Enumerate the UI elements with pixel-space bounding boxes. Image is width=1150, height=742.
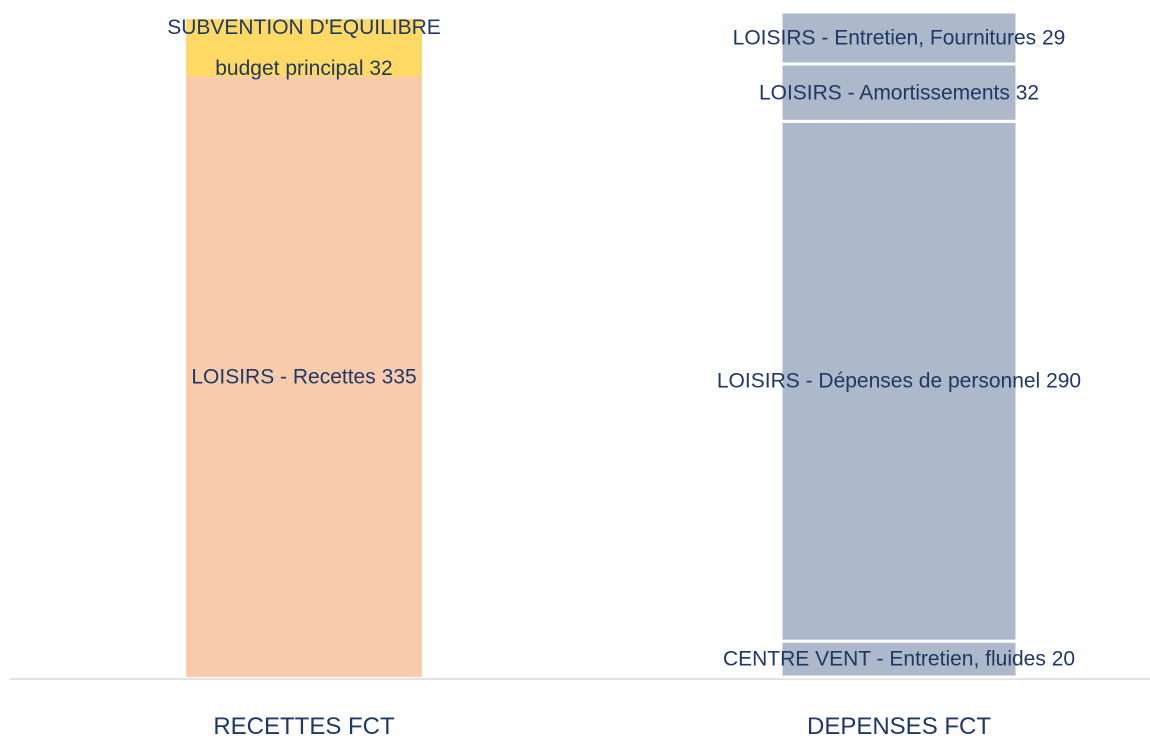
bar-segment — [779, 62, 1019, 123]
bar-segment — [186, 76, 422, 677]
segment-value: 32 — [1015, 81, 1040, 105]
bar-segment — [779, 10, 1019, 66]
segment-name: SUBVENTION D'EQUILIBRE budget principal — [167, 15, 441, 80]
data-label: SUBVENTION D'EQUILIBRE budget principal … — [154, 7, 454, 89]
data-label: LOISIRS - Amortissements 32 — [759, 72, 1039, 113]
segment-value: 290 — [1046, 369, 1082, 393]
bar-segment — [186, 19, 422, 77]
x-tick-label: DEPENSES FCT — [806, 713, 992, 740]
segment-value: 20 — [1051, 647, 1076, 671]
segment-name: LOISIRS - Entretien, Fournitures — [732, 26, 1037, 50]
segment-name: LOISIRS - Recettes — [191, 365, 376, 389]
segment-name: LOISIRS - Amortissements — [758, 81, 1010, 105]
segment-value: 335 — [381, 365, 417, 389]
segment-value: 29 — [1041, 26, 1066, 50]
data-label: LOISIRS - Entretien, Fournitures 29 — [733, 17, 1066, 58]
x-tick-label: RECETTES FCT — [213, 713, 395, 740]
data-label: LOISIRS - Dépenses de personnel 290 — [717, 361, 1081, 402]
segment-value: 32 — [369, 56, 393, 80]
bar-segment — [779, 119, 1019, 643]
bar-segment — [779, 639, 1019, 679]
segment-name: CENTRE VENT - Entretien, fluides — [722, 647, 1046, 671]
segment-name: LOISIRS - Dépenses de personnel — [716, 369, 1041, 393]
data-label: CENTRE VENT - Entretien, fluides 20 — [723, 639, 1075, 680]
data-label: LOISIRS - Recettes 335 — [154, 356, 454, 397]
